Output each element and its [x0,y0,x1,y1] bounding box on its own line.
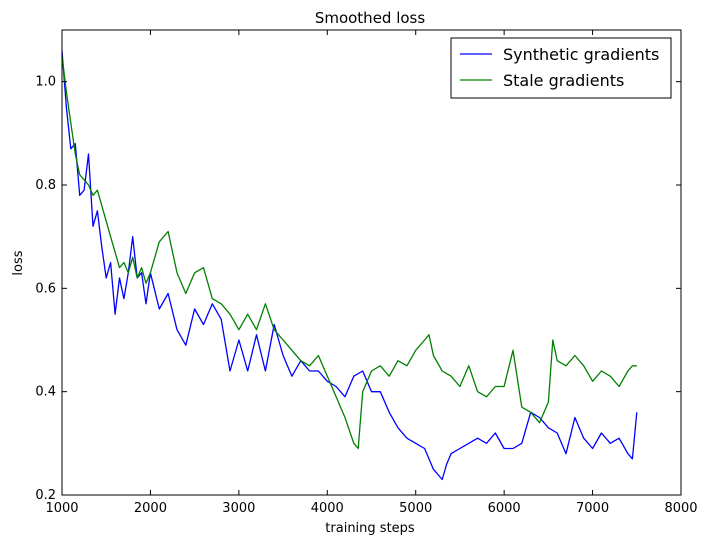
x-tick-label: 3000 [222,501,255,516]
y-axis-label: loss [11,250,26,275]
x-tick-label: 5000 [399,501,432,516]
y-tick-label: 1.0 [35,75,56,90]
chart-title: Smoothed loss [315,9,426,27]
x-tick-label: 6000 [488,501,521,516]
legend-label-synthetic: Synthetic gradients [503,45,659,64]
y-tick-label: 0.8 [35,178,56,193]
y-tick-label: 0.2 [35,488,56,503]
legend-label-stale: Stale gradients [503,71,624,90]
x-axis-label: training steps [325,521,415,536]
y-tick-label: 0.4 [35,385,56,400]
x-tick-label: 2000 [134,501,167,516]
x-tick-label: 1000 [45,501,78,516]
x-tick-label: 8000 [664,501,697,516]
x-tick-label: 4000 [311,501,344,516]
y-tick-label: 0.6 [35,281,56,296]
plot-frame [61,29,682,496]
series-layer [61,50,638,481]
series-line-synthetic [61,50,638,481]
legend: Synthetic gradients Stale gradients [450,37,672,99]
y-axis-ticks: 0.2 0.4 0.6 0.8 1.0 [35,75,681,503]
series-line-stale [61,55,637,450]
legend-box [450,37,672,99]
x-tick-label: 7000 [576,501,609,516]
x-axis-ticks: 1000 2000 3000 4000 5000 6000 7000 8000 [45,30,698,516]
